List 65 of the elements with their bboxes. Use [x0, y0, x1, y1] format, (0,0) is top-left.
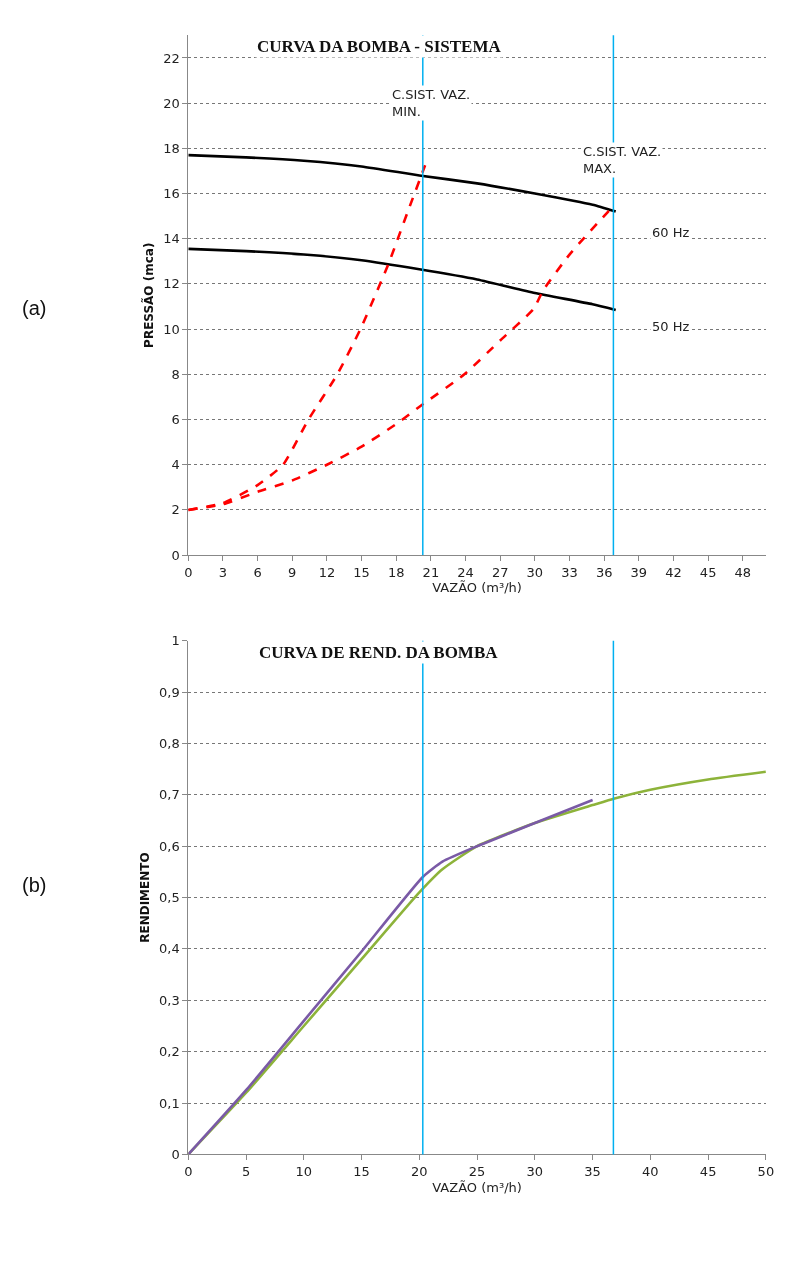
x-tick-label: 0	[184, 1163, 193, 1179]
y-axis-title: RENDIMENTO	[138, 852, 153, 943]
y-tick-label: 0	[171, 1146, 180, 1162]
y-tick-label: 12	[163, 276, 180, 292]
x-tick-label: 15	[353, 1163, 370, 1179]
x-tick-label: 45	[699, 564, 717, 580]
x-tick-label: 30	[526, 564, 544, 580]
x-tick-label: 33	[561, 564, 578, 580]
x-tick-label: 15	[353, 564, 370, 580]
y-tick-label: 14	[163, 231, 180, 247]
x-tick-label: 9	[288, 564, 297, 580]
chart-title: CURVA DE REND. DA BOMBA	[259, 643, 499, 662]
y-tick-label: 18	[163, 140, 180, 156]
text: (a)	[22, 297, 47, 319]
x-tick-label: 27	[491, 564, 509, 580]
chart-title: CURVA DA BOMBA - SISTEMA	[257, 37, 502, 56]
annotation: 60 Hz	[652, 225, 690, 240]
y-tick-label: 0	[171, 547, 180, 563]
annotation: C.SIST. VAZ. MAX.	[583, 144, 662, 176]
y-tick-label: 0,7	[159, 787, 180, 803]
x-tick-label: 30	[526, 1163, 544, 1179]
y-tick-label: 10	[163, 321, 180, 337]
y-tick-label: 0,5	[159, 890, 180, 906]
y-tick-label: 0,2	[159, 1044, 180, 1060]
x-tick-label: 42	[665, 564, 682, 580]
y-axis-title: PRESSÃO (mca)	[141, 242, 157, 348]
y-tick-label: 0,3	[159, 992, 180, 1008]
x-tick-label: 24	[457, 564, 474, 580]
y-tick-label: 1	[171, 633, 180, 649]
x-tick-label: 10	[295, 1163, 313, 1179]
y-tick-label: 8	[171, 366, 180, 382]
x-tick-label: 50	[757, 1163, 775, 1179]
y-tick-label: 20	[163, 95, 180, 111]
y-tick-label: 0,9	[159, 684, 180, 700]
y-tick-label: 0,4	[159, 941, 180, 957]
line-series	[188, 798, 594, 1155]
x-axis-title: VAZÃO (m³/h)	[432, 580, 522, 596]
y-tick-label: 0,1	[159, 1095, 180, 1111]
x-tick-label: 39	[630, 564, 648, 580]
x-tick-label: 25	[468, 1163, 486, 1179]
x-tick-label: 36	[595, 564, 613, 580]
x-tick-label: 3	[218, 564, 228, 580]
x-tick-label: 18	[387, 564, 405, 580]
x-tick-label: 40	[642, 1163, 659, 1179]
text: (b)	[22, 874, 47, 896]
y-tick-label: 16	[163, 186, 180, 202]
x-axis-title: VAZÃO (m³/h)	[432, 1179, 522, 1195]
line-series	[188, 247, 618, 312]
x-tick-label: 0	[184, 564, 193, 580]
y-tick-label: 0,8	[159, 736, 180, 752]
annotation: 50 Hz	[652, 319, 690, 334]
x-tick-label: 6	[253, 564, 262, 580]
y-tick-label: 0,6	[159, 838, 180, 854]
y-tick-label: 22	[163, 50, 180, 66]
x-tick-label: 21	[422, 564, 440, 580]
x-tick-label: 48	[734, 564, 752, 580]
x-tick-label: 5	[241, 1163, 251, 1179]
y-tick-label: 6	[171, 412, 180, 428]
y-tick-label: 4	[171, 457, 180, 473]
annotation: C.SIST. VAZ. MIN.	[392, 87, 471, 119]
x-tick-label: 35	[584, 1163, 601, 1179]
x-tick-label: 20	[411, 1163, 428, 1179]
y-tick-label: 2	[171, 502, 180, 518]
x-tick-label: 45	[699, 1163, 717, 1179]
x-tick-label: 12	[318, 564, 336, 580]
